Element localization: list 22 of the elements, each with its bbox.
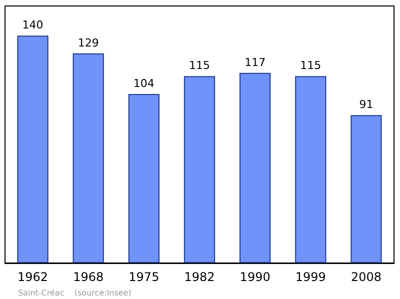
data-label: 91: [359, 98, 374, 112]
bar: [295, 76, 326, 263]
text: Saint-Créac (source:Insee): [18, 288, 132, 298]
data-label: 117: [244, 56, 266, 69]
data-label: 129: [78, 36, 99, 50]
x-tick-label: 1975: [128, 270, 160, 284]
bar: [184, 76, 216, 263]
x-tick-label: 2008: [350, 270, 382, 284]
data-label: 115: [300, 59, 322, 72]
bar: [17, 36, 48, 263]
data-label: 140: [22, 18, 44, 32]
x-tick-label: 1999: [295, 270, 326, 284]
x-tick-label: 1982: [184, 270, 215, 284]
data-label: 115: [189, 59, 210, 72]
bar: [240, 72, 271, 263]
bar: [128, 94, 160, 263]
x-tick-label: 1962: [18, 270, 48, 284]
bar: [72, 53, 104, 263]
x-tick-label: 1990: [240, 270, 270, 284]
data-label: 104: [133, 77, 154, 90]
bar: [350, 115, 382, 263]
x-tick-label: 1968: [73, 270, 104, 284]
